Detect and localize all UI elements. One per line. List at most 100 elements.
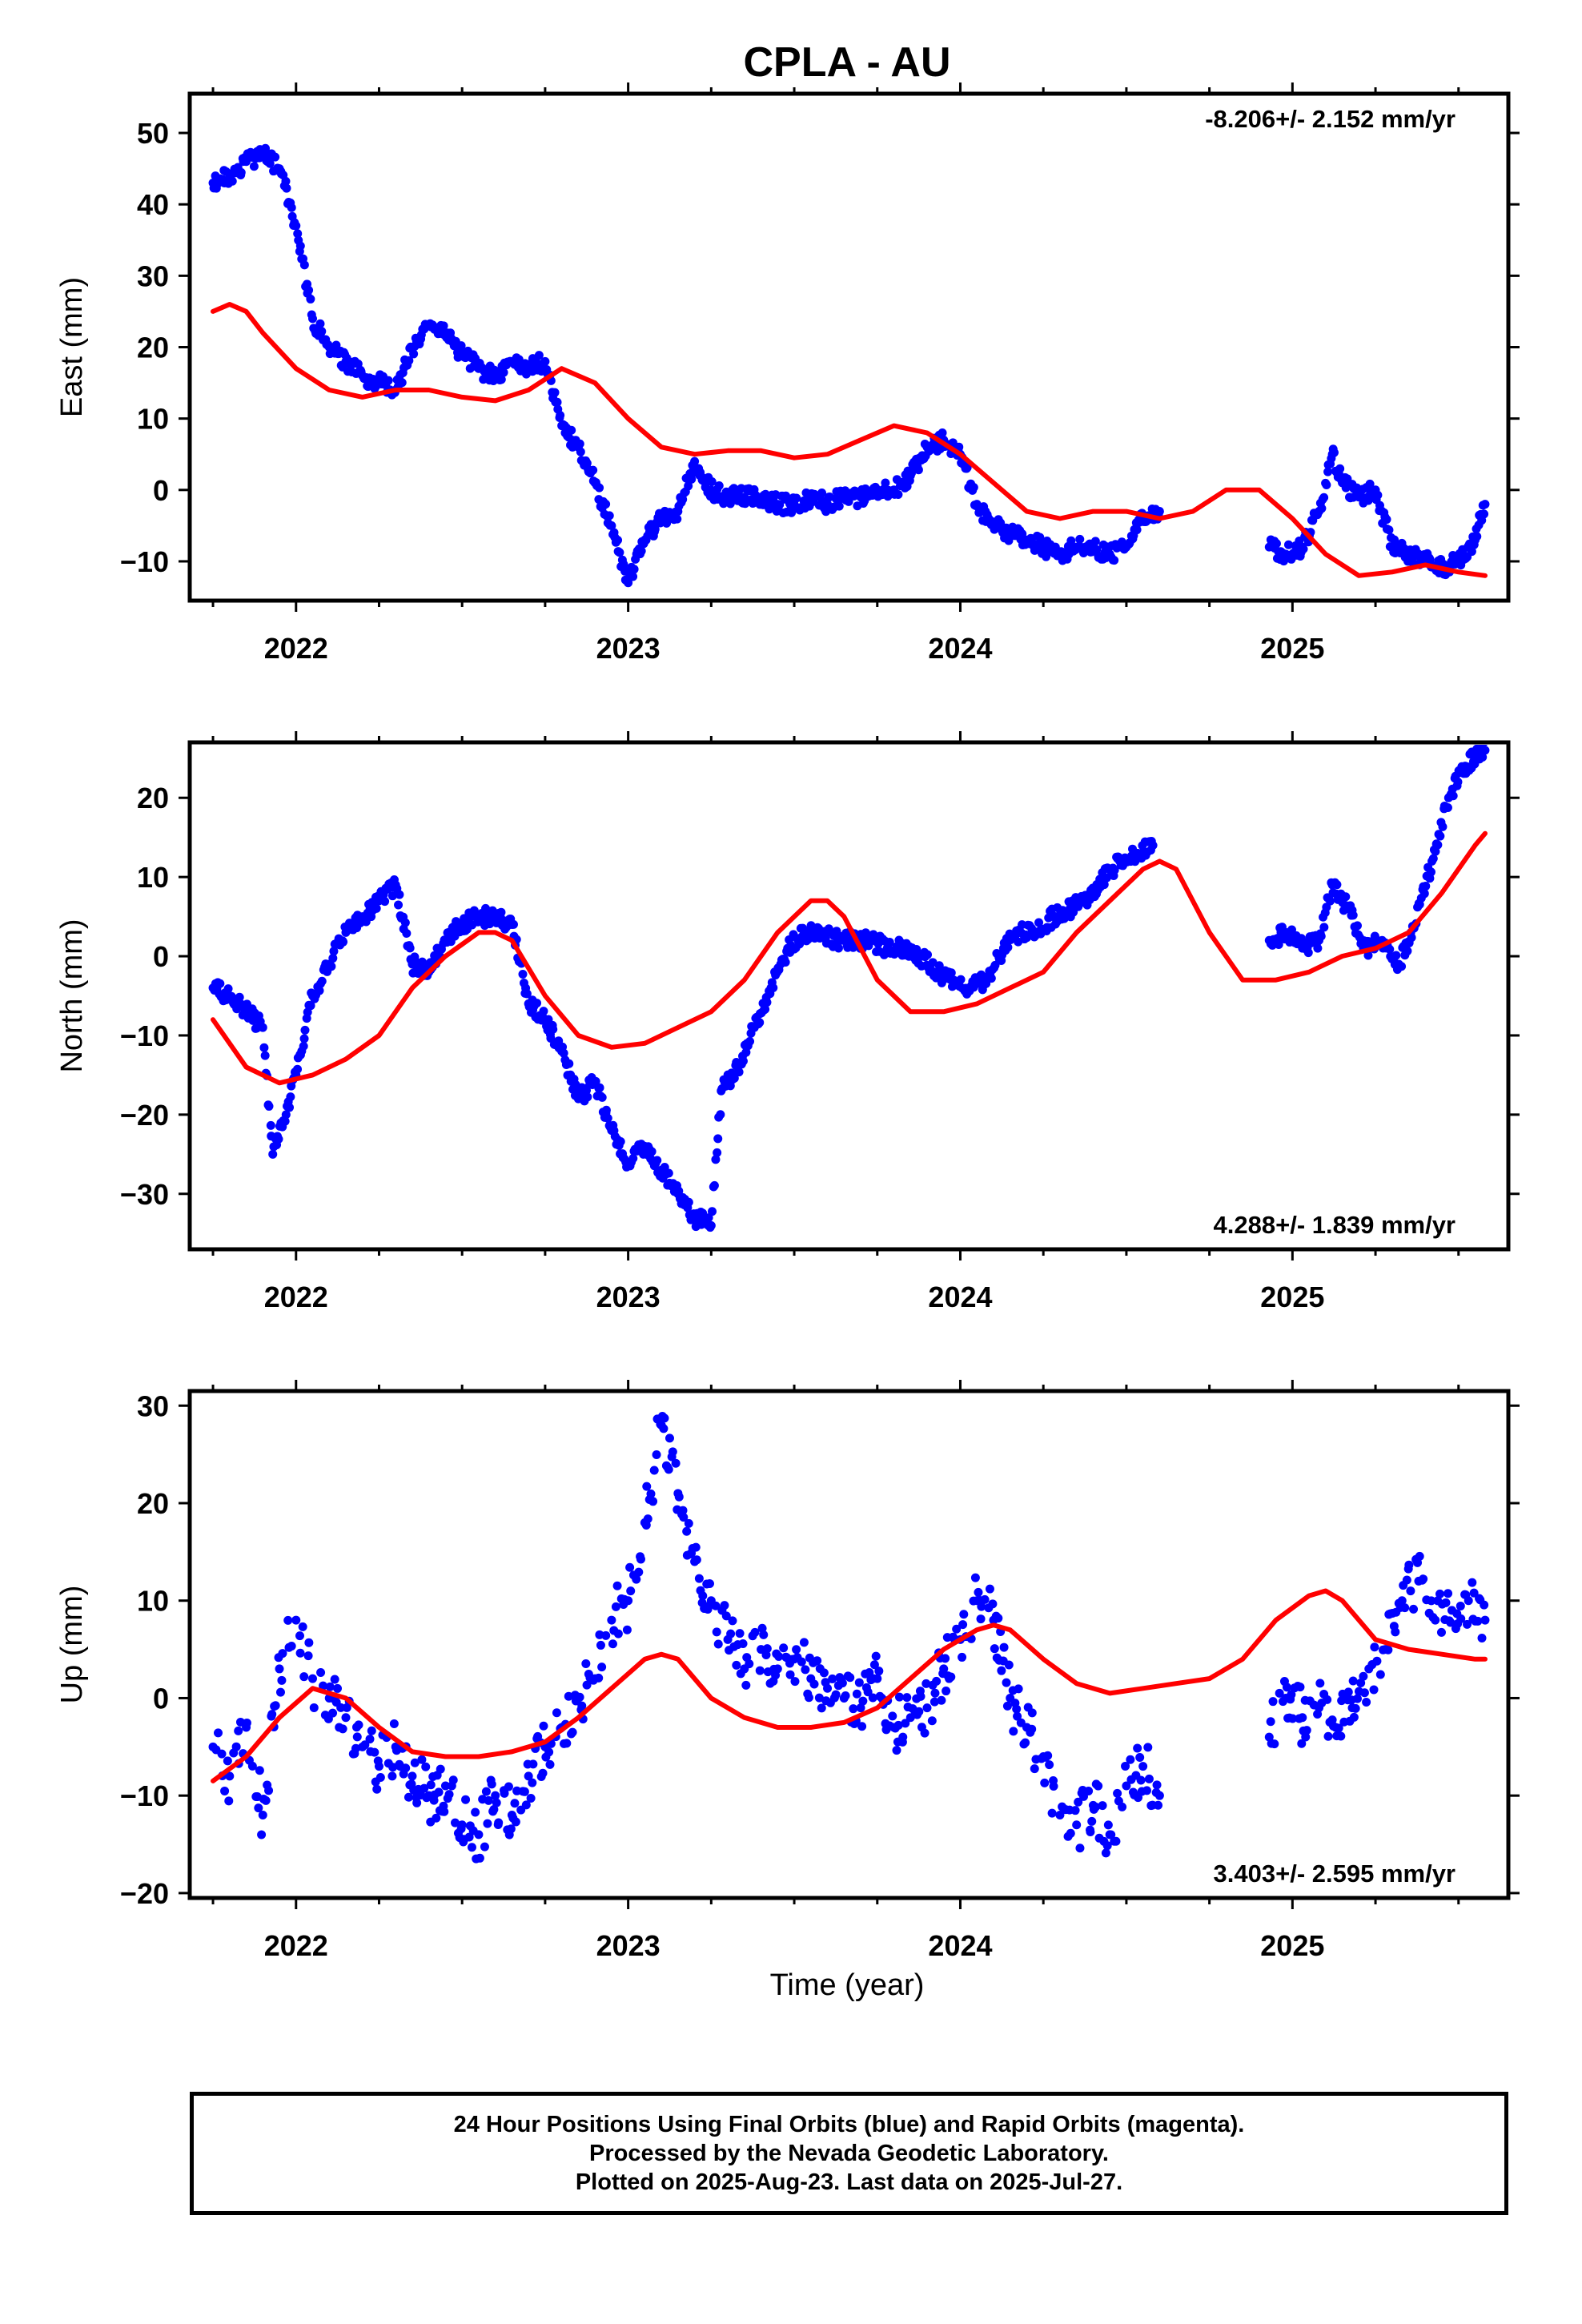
y-tick-label-east-1: 40 bbox=[137, 188, 169, 221]
obs-point-up bbox=[665, 1433, 674, 1443]
rate-label-east: -8.206+/- 2.152 mm/yr bbox=[1205, 105, 1456, 133]
obs-point-up bbox=[267, 1710, 277, 1719]
obs-point-up bbox=[720, 1601, 729, 1610]
obs-point-up bbox=[916, 1691, 926, 1701]
obs-point-east bbox=[588, 465, 598, 475]
obs-point-up bbox=[319, 1681, 328, 1691]
obs-point-north bbox=[532, 999, 542, 1008]
obs-point-east bbox=[1329, 448, 1339, 457]
obs-point-up bbox=[773, 1664, 782, 1674]
footer-line-1: 24 Hour Positions Using Final Orbits (bl… bbox=[453, 2112, 1245, 2137]
rate-label-up: 3.403+/- 2.595 mm/yr bbox=[1214, 1860, 1456, 1888]
obs-point-up bbox=[552, 1708, 561, 1718]
obs-point-up bbox=[611, 1602, 620, 1611]
obs-point-up bbox=[930, 1697, 939, 1707]
obs-point-north bbox=[583, 1092, 592, 1102]
obs-point-east bbox=[291, 221, 301, 231]
obs-point-up bbox=[275, 1687, 285, 1697]
obs-point-up bbox=[234, 1726, 243, 1735]
obs-point-north bbox=[603, 1113, 612, 1123]
obs-point-up bbox=[528, 1778, 537, 1787]
obs-point-east bbox=[306, 294, 315, 304]
obs-point-up bbox=[336, 1703, 346, 1712]
obs-point-up bbox=[1456, 1601, 1465, 1610]
obs-point-north bbox=[329, 947, 339, 956]
obs-point-north bbox=[235, 992, 244, 1002]
obs-point-up bbox=[974, 1587, 983, 1597]
obs-point-up bbox=[1055, 1811, 1065, 1820]
obs-point-up bbox=[668, 1447, 677, 1457]
obs-point-up bbox=[1021, 1738, 1030, 1747]
obs-point-up bbox=[939, 1664, 949, 1674]
obs-point-up bbox=[351, 1743, 360, 1753]
obs-point-up bbox=[1118, 1802, 1127, 1811]
obs-point-north bbox=[761, 1004, 770, 1014]
obs-point-up bbox=[1323, 1731, 1333, 1741]
obs-point-up bbox=[994, 1614, 1003, 1623]
obs-point-north bbox=[1348, 911, 1358, 920]
obs-point-north bbox=[713, 1148, 722, 1157]
obs-point-north bbox=[595, 1083, 604, 1092]
obs-point-up bbox=[440, 1807, 449, 1816]
obs-point-north bbox=[387, 891, 397, 901]
obs-point-up bbox=[814, 1693, 824, 1703]
obs-point-north bbox=[713, 1134, 723, 1144]
obs-point-up bbox=[1266, 1717, 1275, 1727]
obs-point-north bbox=[508, 919, 518, 929]
obs-point-up bbox=[1323, 1695, 1332, 1704]
obs-point-up bbox=[1066, 1828, 1075, 1838]
x-tick-label-up-1: 2023 bbox=[596, 1929, 661, 1962]
obs-point-north bbox=[716, 1110, 725, 1120]
obs-point-east bbox=[707, 477, 717, 487]
obs-point-up bbox=[1072, 1820, 1082, 1830]
obs-point-east bbox=[1472, 532, 1482, 541]
obs-point-up bbox=[298, 1622, 307, 1631]
obs-point-north bbox=[1419, 889, 1429, 899]
obs-point-up bbox=[894, 1692, 904, 1702]
obs-point-up bbox=[922, 1703, 932, 1713]
obs-point-up bbox=[575, 1692, 584, 1702]
obs-point-up bbox=[214, 1728, 223, 1738]
obs-point-up bbox=[1463, 1619, 1472, 1629]
obs-point-east bbox=[969, 483, 978, 493]
obs-point-up bbox=[1301, 1732, 1311, 1742]
obs-point-up bbox=[914, 1707, 924, 1716]
obs-point-up bbox=[1402, 1575, 1411, 1585]
obs-point-up bbox=[858, 1696, 868, 1706]
obs-point-up bbox=[500, 1788, 509, 1798]
obs-point-up bbox=[408, 1771, 417, 1781]
obs-point-up bbox=[404, 1792, 413, 1802]
obs-point-north bbox=[956, 975, 966, 984]
obs-point-up bbox=[738, 1638, 748, 1648]
obs-point-east bbox=[673, 514, 682, 524]
obs-point-north bbox=[591, 1076, 600, 1086]
y-tick-label-up-5: −20 bbox=[120, 1877, 169, 1910]
obs-point-east bbox=[1271, 539, 1281, 549]
obs-point-up bbox=[1359, 1671, 1368, 1681]
obs-point-north bbox=[1453, 777, 1463, 786]
obs-point-up bbox=[1298, 1713, 1307, 1723]
obs-point-north bbox=[1303, 948, 1313, 958]
obs-point-up bbox=[1144, 1774, 1154, 1783]
y-tick-label-up-0: 30 bbox=[137, 1389, 169, 1422]
obs-point-up bbox=[258, 1811, 267, 1820]
obs-point-up bbox=[1002, 1701, 1012, 1711]
data-layer-north bbox=[208, 745, 1490, 1232]
obs-point-up bbox=[1375, 1670, 1385, 1679]
x-tick-label-up-2: 2024 bbox=[928, 1929, 992, 1962]
obs-point-north bbox=[1428, 854, 1438, 863]
obs-point-up bbox=[762, 1644, 772, 1654]
y-tick-label-north-3: −10 bbox=[120, 1019, 169, 1052]
obs-point-north bbox=[274, 1134, 283, 1144]
obs-point-up bbox=[1446, 1618, 1456, 1627]
obs-point-east bbox=[1283, 540, 1293, 549]
obs-point-north bbox=[755, 1018, 765, 1027]
obs-point-up bbox=[626, 1586, 636, 1596]
obs-point-north bbox=[380, 897, 390, 907]
x-tick-label-north-3: 2025 bbox=[1260, 1281, 1324, 1313]
obs-point-north bbox=[1363, 951, 1373, 960]
obs-point-east bbox=[227, 176, 237, 186]
obs-point-east bbox=[881, 478, 890, 488]
obs-point-up bbox=[596, 1640, 605, 1650]
obs-point-east bbox=[962, 463, 972, 472]
